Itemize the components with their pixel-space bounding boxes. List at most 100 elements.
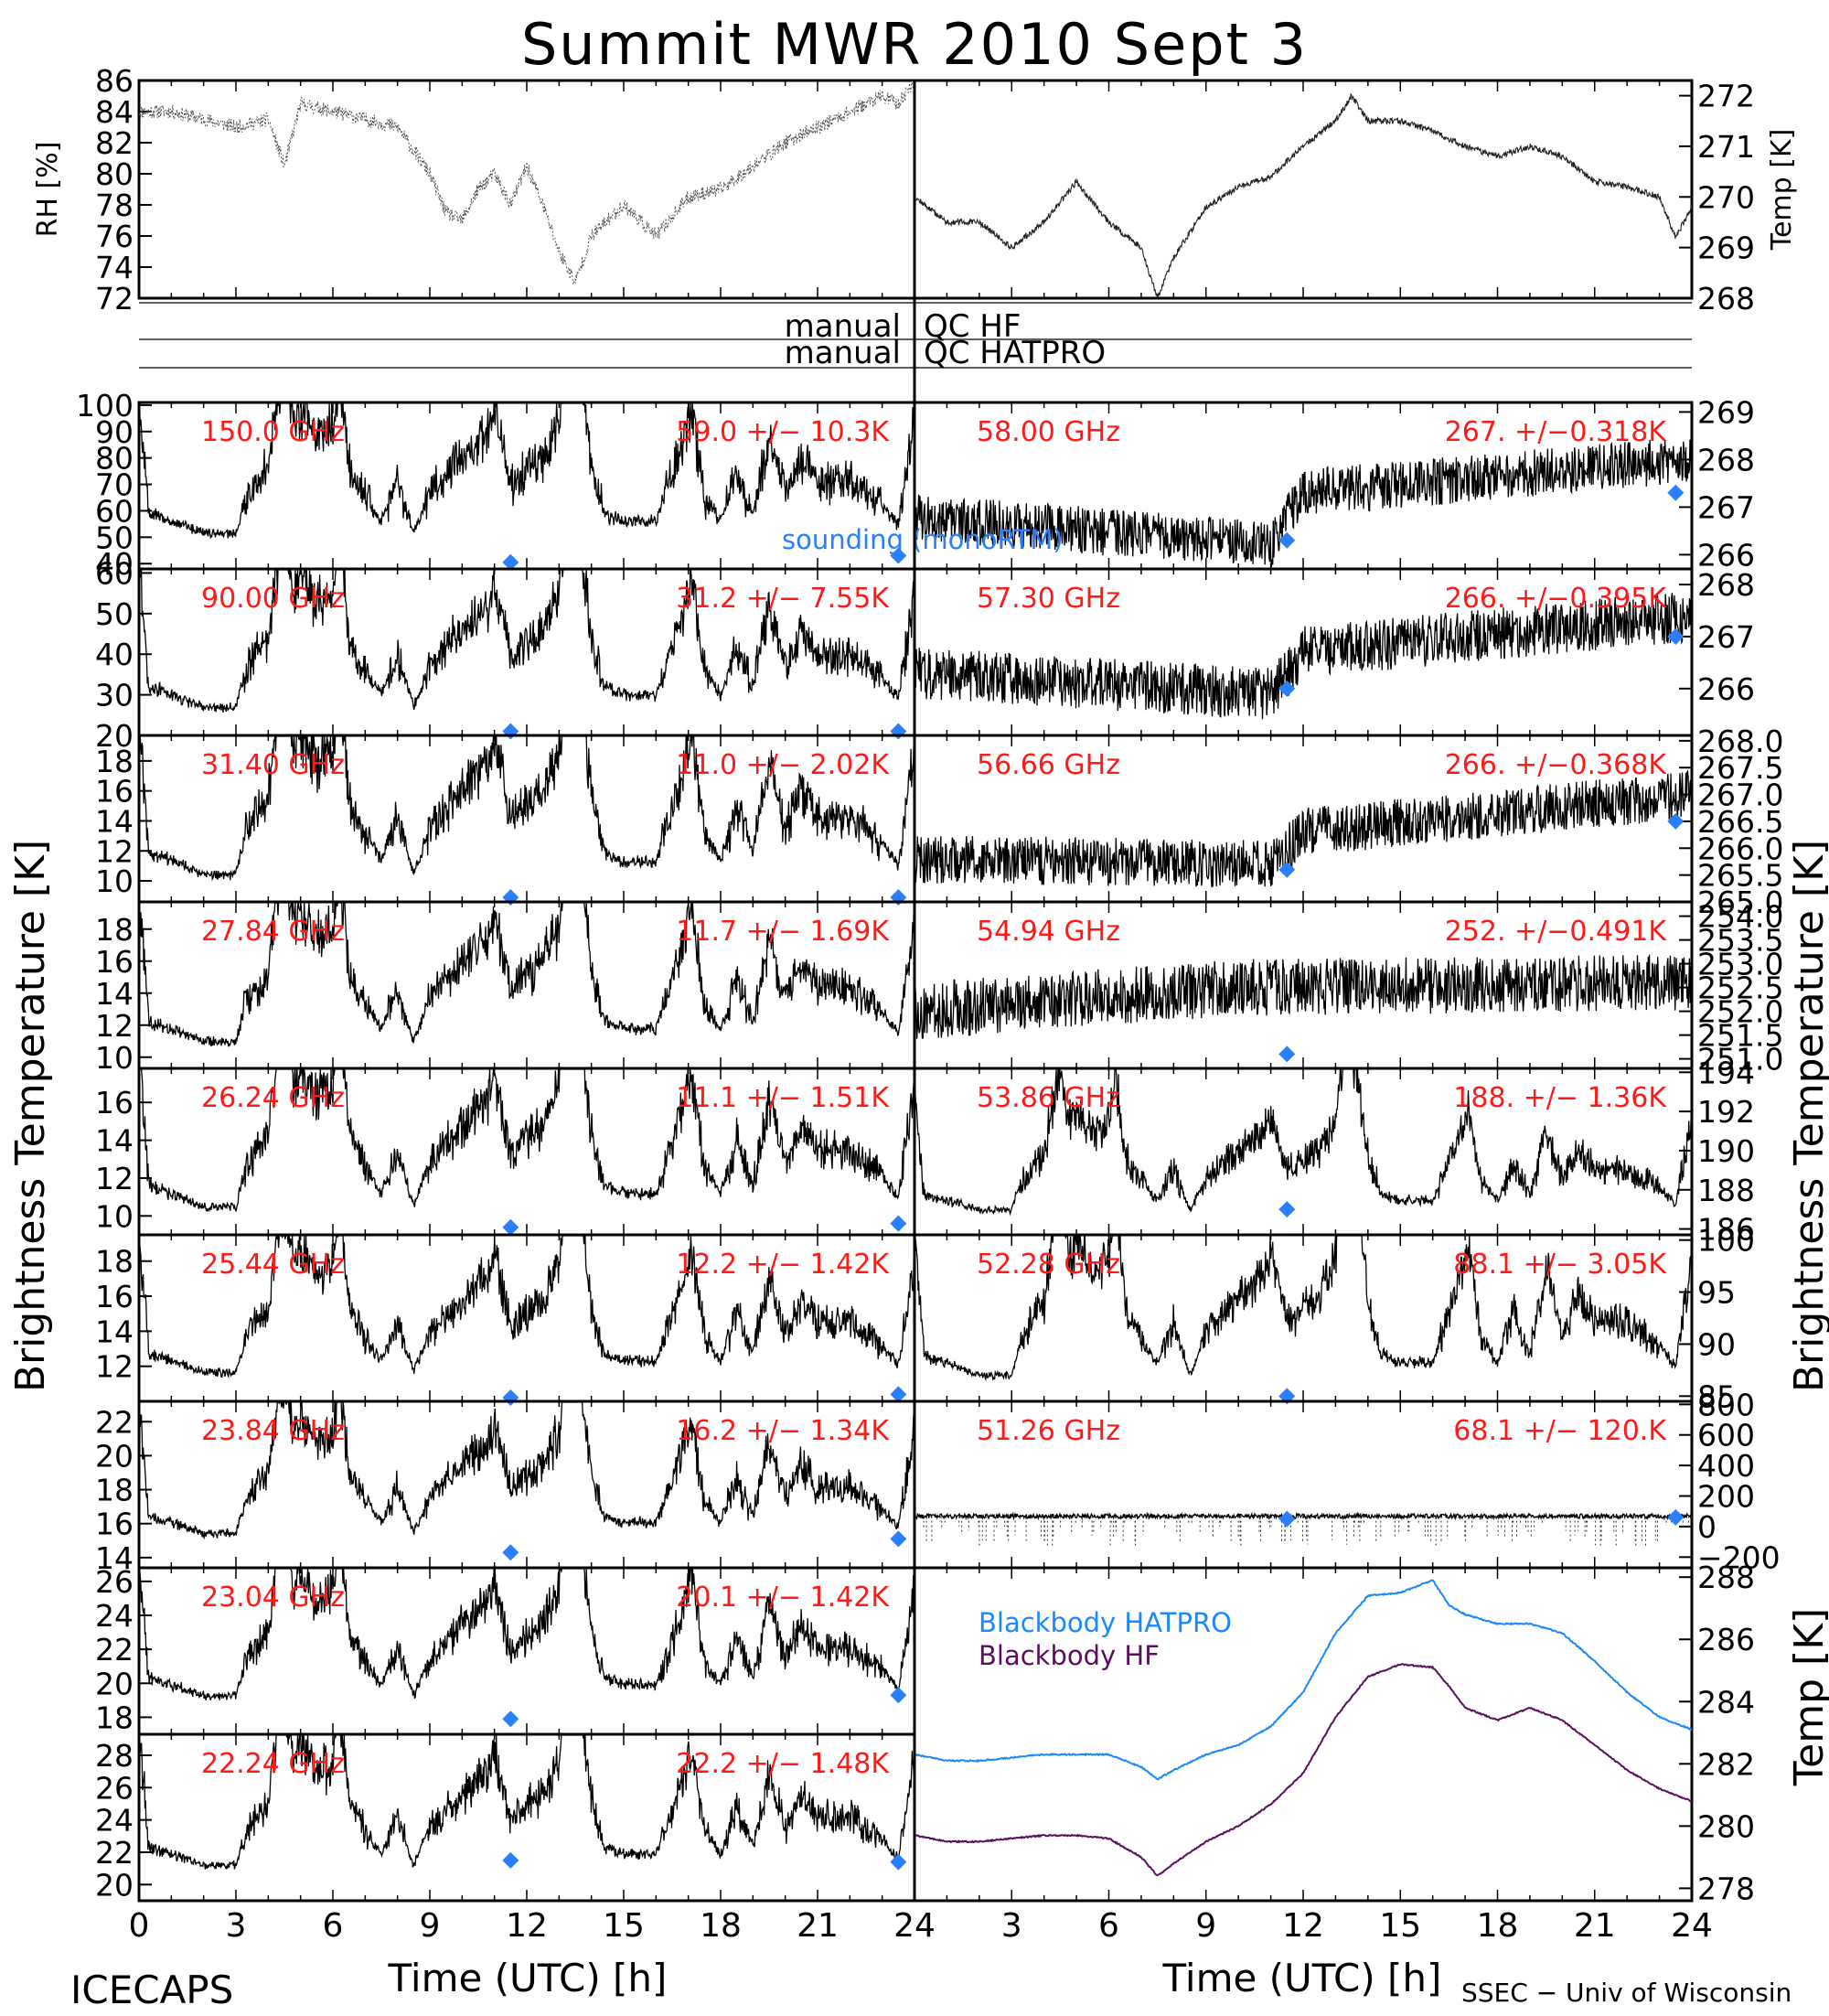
bt-left-4-sounding-marker <box>502 1218 519 1236</box>
blackbody-ytick-label: 278 <box>1697 1871 1755 1906</box>
bt-left-8-trace <box>138 1733 915 1870</box>
bt-right-4-ytick-label: 194 <box>1697 1055 1755 1090</box>
bt-left-7-sounding-marker <box>502 1710 519 1728</box>
bt-left-3-trace <box>138 901 915 1047</box>
bt-left-1-ytick-label: 20 <box>95 718 134 754</box>
bt-left-6-ytick-label: 18 <box>95 1473 134 1508</box>
bt-right-6-freq-label: 51.26 GHz <box>977 1415 1120 1447</box>
bt-right-1-sounding-marker <box>1667 627 1685 645</box>
bt-right-2-ytick-label: 265.0 <box>1697 885 1783 920</box>
bt-left-3-ytick-label: 18 <box>95 912 134 948</box>
xtick-label-left: 21 <box>797 1907 839 1945</box>
bt-right-0-trace <box>914 439 1693 568</box>
xtick-label-left: 12 <box>506 1907 548 1945</box>
xtick-label-left: 6 <box>323 1907 344 1945</box>
bt-left-3-ytick-label: 12 <box>95 1008 134 1044</box>
bt-left-4-ytick-label: 14 <box>95 1123 134 1159</box>
bt-left-8-ytick-label: 28 <box>95 1738 134 1774</box>
bt-right-1-ytick-label: 268 <box>1697 567 1755 603</box>
blackbody-legend-1: Blackbody HF <box>979 1640 1160 1671</box>
bt-right-1-freq-label: 57.30 GHz <box>977 583 1120 615</box>
bt-left-0-sounding-marker <box>890 547 907 564</box>
bt-right-5-trace <box>914 1234 1693 1382</box>
bt-right-4-ytick-label: 192 <box>1697 1094 1755 1130</box>
bt-left-1-ytick-label: 40 <box>95 637 134 672</box>
qc-label-right: QC HF <box>924 308 1021 345</box>
bt-right-1-sounding-marker <box>1278 680 1296 697</box>
bt-right-2-ytick-label: 266.0 <box>1697 831 1783 866</box>
bt-left-2-trace <box>139 735 915 882</box>
bt-left-4-freq-label: 26.24 GHz <box>201 1082 345 1114</box>
bt-left-1-ytick-label: 50 <box>95 596 134 632</box>
bt-left-1-freq-label: 90.00 GHz <box>201 583 345 615</box>
temp-ytick-label: 268 <box>1697 281 1755 316</box>
bt-right-2-trace <box>914 769 1693 888</box>
bt-left-8-freq-label: 22.24 GHz <box>201 1748 345 1780</box>
bt-left-4-ytick-label: 10 <box>95 1198 134 1234</box>
bt-right-5-ytick-label: 90 <box>1697 1326 1736 1362</box>
rh-ytick-label: 86 <box>95 63 134 99</box>
rh-ytick-label: 84 <box>95 94 134 130</box>
bt-right-0-sounding-marker <box>1278 531 1296 549</box>
bt-left-8-ytick-label: 24 <box>95 1803 134 1839</box>
bt-right-2-sounding-marker <box>1278 861 1296 878</box>
bt-right-2-ytick-label: 267.5 <box>1697 750 1783 786</box>
bt-right-3-ytick-label: 252.0 <box>1697 994 1783 1030</box>
bt-left-0-sounding-marker <box>502 553 519 571</box>
blackbody-ytick-label: 286 <box>1697 1622 1755 1657</box>
footer-left: ICECAPS <box>70 1968 233 2012</box>
brightness-axis-label-right: Brightness Temperature [K] <box>1786 840 1829 1392</box>
bt-left-4-trace <box>139 1067 915 1213</box>
bt-left-7-ytick-label: 24 <box>95 1598 134 1634</box>
bt-left-0-trace <box>138 402 915 540</box>
bt-left-7-ytick-label: 22 <box>95 1632 134 1667</box>
bt-right-6-ytick-label: 800 <box>1697 1387 1755 1422</box>
bt-left-0-ytick-label: 40 <box>95 546 134 582</box>
bt-left-6-freq-label: 23.84 GHz <box>201 1415 345 1447</box>
bt-left-3-ytick-label: 10 <box>95 1040 134 1076</box>
rh-ytick-label: 82 <box>95 125 134 161</box>
bt-left-6-ytick-label: 14 <box>95 1540 134 1576</box>
bt-left-7-trace <box>139 1567 915 1700</box>
bt-right-6-stats-label: 68.1 +/− 120.K <box>1453 1415 1667 1447</box>
bt-right-6-spikes <box>923 1516 1693 1547</box>
bt-right-1-ytick-label: 267 <box>1697 619 1755 655</box>
bt-left-4-sounding-marker <box>890 1215 907 1232</box>
bt-left-5-ytick-label: 14 <box>95 1314 134 1349</box>
bt-right-3-ytick-label: 254.0 <box>1697 899 1783 935</box>
bt-left-1-axes: 60 50 40 30 20 <box>95 555 916 754</box>
bt-right-6-sounding-marker <box>1667 1508 1685 1526</box>
bt-right-6-ytick-label: 0 <box>1697 1509 1717 1545</box>
xtick-label-left: 9 <box>420 1907 441 1945</box>
bt-left-3-stats-label: 11.7 +/− 1.69K <box>676 916 890 948</box>
temp-trace <box>914 92 1693 299</box>
temp-ytick-label: 272 <box>1697 79 1755 114</box>
temp-ytick-label: 269 <box>1697 231 1755 266</box>
bt-right-6-ytick-label: 200 <box>1697 1479 1755 1515</box>
bt-left-1-trace <box>138 569 915 713</box>
bt-right-6-ytick-label: −200 <box>1697 1539 1781 1575</box>
bt-right-6-ytick-label: 400 <box>1697 1448 1755 1484</box>
bt-right-2-ytick-label: 266.5 <box>1697 804 1783 840</box>
bt-left-7-sounding-marker <box>890 1687 907 1704</box>
bt-left-4-ytick-label: 12 <box>95 1161 134 1196</box>
bt-left-6-stats-label: 16.2 +/− 1.34K <box>676 1415 890 1447</box>
footer-right: SSEC − Univ of Wisconsin <box>1461 1978 1792 2008</box>
bt-left-7-freq-label: 23.04 GHz <box>201 1582 345 1614</box>
xtick-label-left: 15 <box>603 1907 645 1945</box>
bt-left-5-sounding-marker <box>890 1386 907 1403</box>
xlabel-right: Time (UTC) [h] <box>1162 1956 1442 2000</box>
bt-left-5-ytick-label: 12 <box>95 1349 134 1385</box>
blackbody-ylabel: Temp [K] <box>1786 1608 1829 1786</box>
rh-ytick-label: 74 <box>95 250 134 285</box>
bt-left-1-ytick-label: 30 <box>95 678 134 713</box>
bt-right-2-freq-label: 56.66 GHz <box>977 749 1120 781</box>
blackbody-series-0 <box>914 1579 1693 1781</box>
rh-ytick-label: 72 <box>95 281 134 316</box>
bt-right-4-ytick-label: 190 <box>1697 1133 1755 1169</box>
bt-left-2-stats-label: 11.0 +/− 2.02K <box>676 749 890 781</box>
bt-right-2-ytick-label: 265.5 <box>1697 858 1783 894</box>
bt-right-5-stats-label: 88.1 +/− 3.05K <box>1453 1249 1667 1281</box>
